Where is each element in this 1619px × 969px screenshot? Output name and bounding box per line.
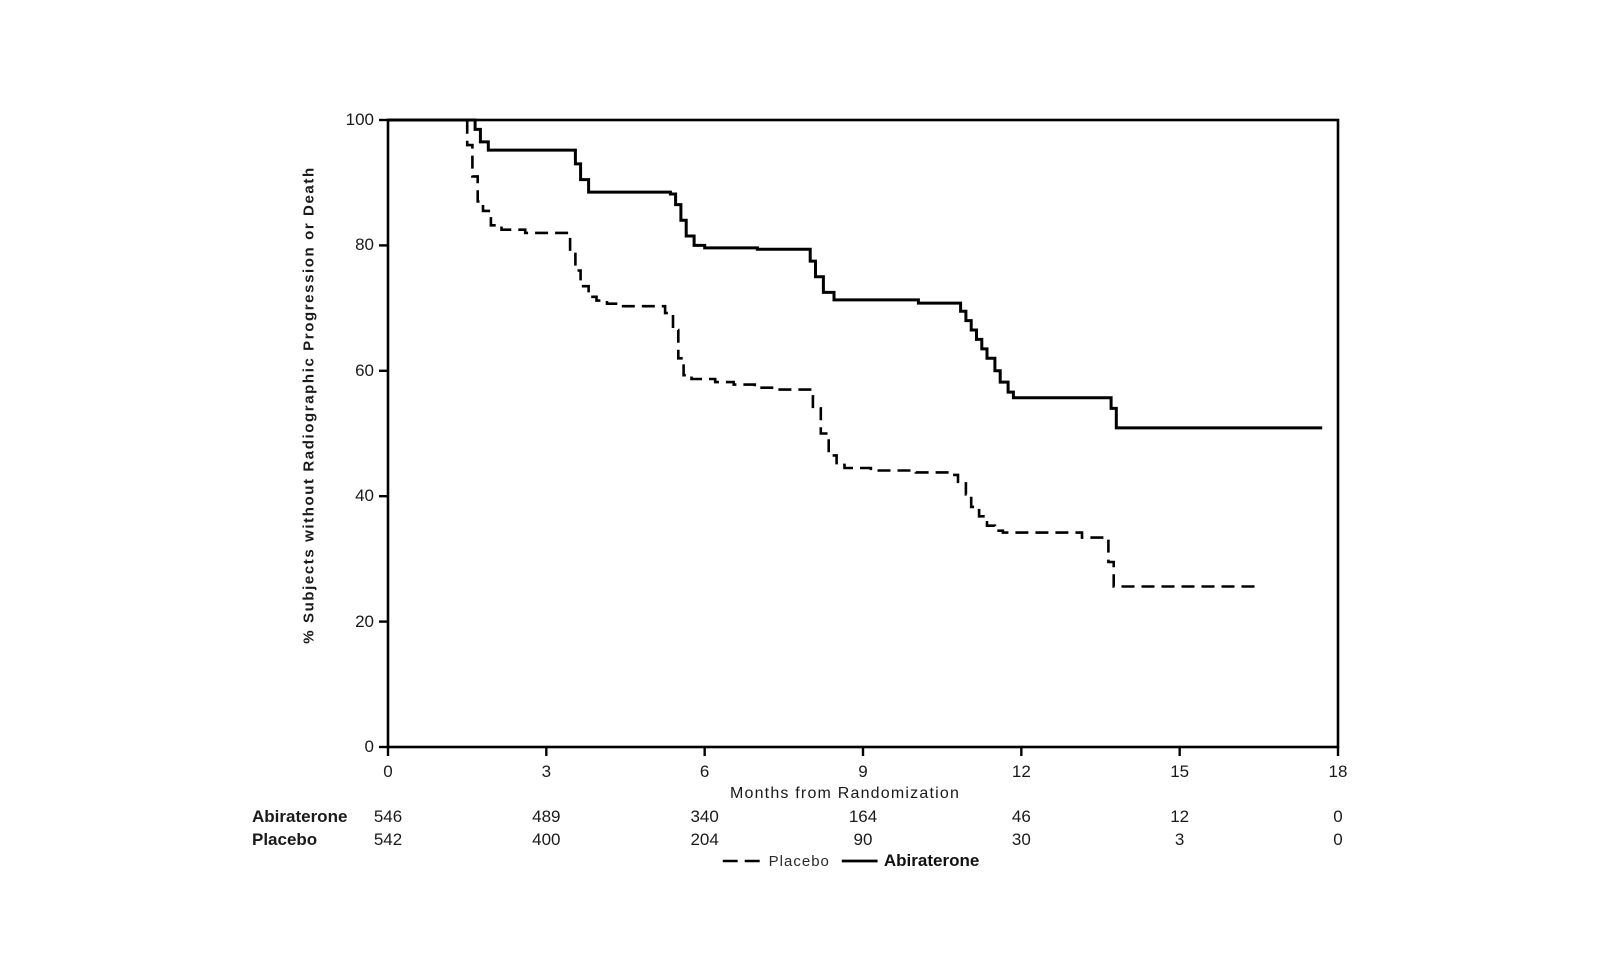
at-risk-count: 46 bbox=[1011, 807, 1031, 826]
y-tick-label: 80 bbox=[355, 235, 374, 255]
x-tick-label: 3 bbox=[541, 762, 552, 781]
y-tick-label: 60 bbox=[355, 360, 374, 380]
x-tick-label: 9 bbox=[858, 762, 868, 781]
at-risk-count: 3 bbox=[1174, 830, 1185, 849]
at-risk-count: 542 bbox=[373, 830, 403, 849]
y-tick-label: 0 bbox=[364, 737, 374, 756]
km-curve-abiraterone bbox=[388, 118, 1323, 430]
y-tick-label: 20 bbox=[355, 611, 374, 631]
legend: Placebo Abiraterone bbox=[722, 851, 980, 871]
at-risk-count: 90 bbox=[853, 830, 873, 849]
at-risk-count: 489 bbox=[532, 807, 561, 826]
legend-label: Placebo bbox=[768, 852, 830, 870]
solid-line-sample-icon bbox=[841, 859, 878, 863]
at-risk-row-label: Abiraterone bbox=[252, 807, 348, 826]
legend-item-abiraterone: Abiraterone bbox=[841, 851, 980, 871]
at-risk-count: 400 bbox=[532, 830, 561, 849]
y-tick-label: 40 bbox=[355, 486, 374, 506]
x-tick-label: 0 bbox=[383, 762, 393, 781]
at-risk-count: 12 bbox=[1170, 807, 1190, 826]
at-risk-count: 0 bbox=[1333, 807, 1343, 826]
legend-label: Abiraterone bbox=[883, 851, 980, 870]
at-risk-count: 340 bbox=[690, 807, 719, 826]
at-risk-count: 30 bbox=[1011, 830, 1031, 849]
plot-box bbox=[386, 118, 1340, 749]
at-risk-count: 204 bbox=[690, 830, 719, 849]
x-axis-title: Months from Randomization bbox=[729, 785, 961, 802]
at-risk-row-abiraterone: Abiraterone 546 489 340 164 46 12 0 bbox=[0, 807, 1619, 829]
dashed-line-sample-icon bbox=[722, 859, 763, 863]
y-tick-label: 100 bbox=[345, 110, 374, 129]
at-risk-row-label: Placebo bbox=[252, 830, 318, 849]
at-risk-count: 0 bbox=[1333, 830, 1343, 849]
km-curve-placebo bbox=[388, 118, 1262, 588]
legend-item-placebo: Placebo bbox=[722, 852, 830, 870]
at-risk-row-placebo: Placebo 542 400 204 90 30 3 0 bbox=[0, 830, 1619, 852]
at-risk-count: 164 bbox=[848, 807, 878, 826]
x-tick-label: 18 bbox=[1328, 762, 1348, 781]
at-risk-count: 546 bbox=[373, 807, 403, 826]
x-tick-label: 15 bbox=[1170, 762, 1190, 781]
x-tick-label: 12 bbox=[1011, 762, 1031, 781]
x-tick-label: 6 bbox=[699, 762, 710, 781]
